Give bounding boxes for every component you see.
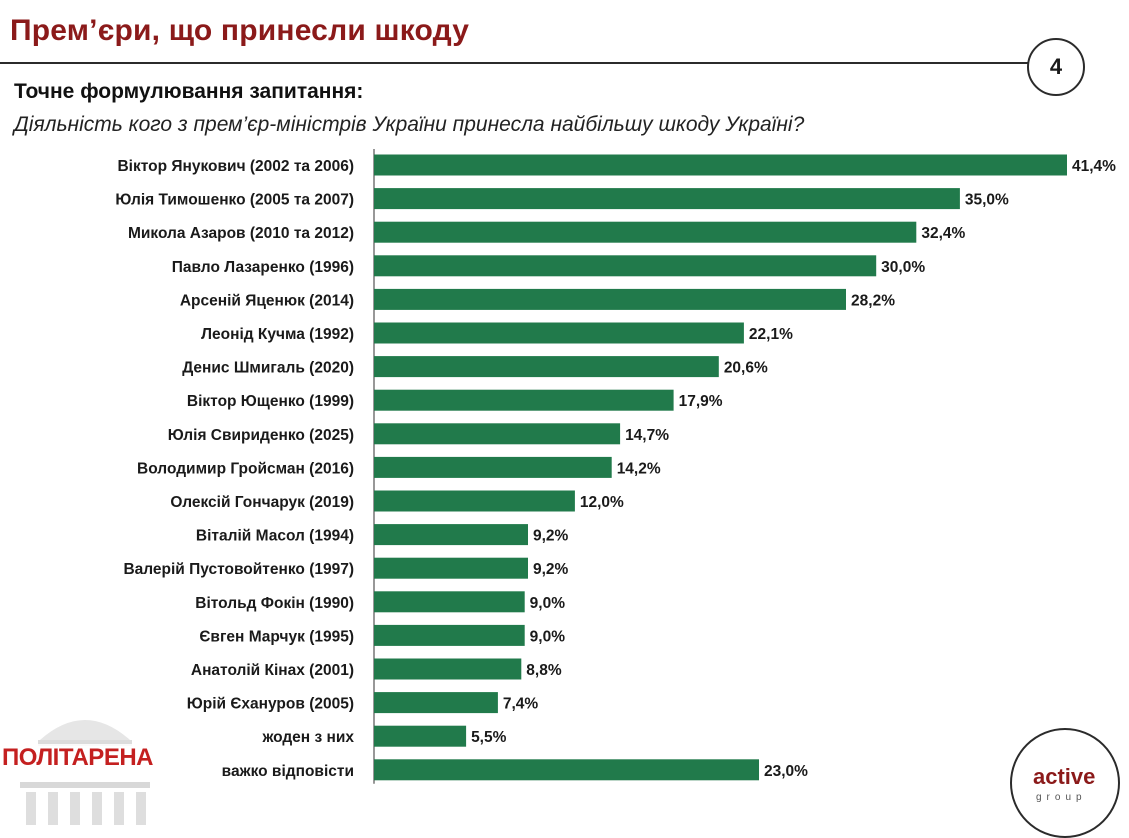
bar — [374, 490, 575, 512]
category-label: Олексій Гончарук (2019) — [170, 494, 354, 511]
category-label: Віталій Масол (1994) — [196, 528, 354, 545]
category-label: жоден з них — [261, 729, 354, 746]
category-label: Павло Лазаренко (1996) — [172, 259, 354, 276]
category-label: Леонід Кучма (1992) — [201, 326, 354, 343]
title-divider — [0, 62, 1030, 64]
value-label: 5,5% — [471, 729, 507, 746]
bar — [374, 524, 528, 546]
question-text: Діяльність кого з прем’єр-міністрів Укра… — [14, 113, 805, 136]
bar — [374, 591, 525, 613]
value-label: 14,7% — [625, 427, 669, 444]
bar — [374, 423, 621, 445]
value-label: 9,0% — [530, 628, 566, 645]
value-label: 30,0% — [881, 259, 925, 276]
bar — [374, 322, 744, 344]
value-label: 20,6% — [724, 360, 768, 377]
value-label: 41,4% — [1072, 158, 1116, 175]
politarena-building-logo — [20, 720, 150, 825]
politarena-logo-text: ПОЛІТАРЕНА — [0, 744, 155, 772]
active-group-logo-sub: group — [1036, 792, 1087, 803]
bar — [374, 356, 719, 378]
bar — [374, 154, 1067, 176]
value-label: 14,2% — [617, 460, 661, 477]
value-label: 17,9% — [679, 393, 723, 410]
bar — [374, 759, 759, 781]
value-label: 9,2% — [533, 528, 569, 545]
category-label: Вітольд Фокін (1990) — [195, 595, 354, 612]
bar — [374, 624, 525, 646]
category-label: Арсеній Яценюк (2014) — [180, 292, 354, 309]
category-label: Юлія Тимошенко (2005 та 2007) — [115, 192, 354, 209]
value-label: 12,0% — [580, 494, 624, 511]
value-label: 9,2% — [533, 561, 569, 578]
value-label: 8,8% — [526, 662, 562, 679]
value-label: 32,4% — [921, 225, 965, 242]
bar — [374, 389, 674, 411]
value-label: 35,0% — [965, 192, 1009, 209]
category-label: Віктор Янукович (2002 та 2006) — [117, 158, 354, 175]
bar — [374, 188, 960, 210]
category-label: важко відповісти — [222, 763, 354, 780]
bar — [374, 456, 612, 478]
category-label: Микола Азаров (2010 та 2012) — [128, 225, 354, 242]
active-group-logo — [1010, 728, 1120, 838]
question-heading: Точне формулювання запитання: — [14, 80, 364, 103]
category-label: Володимир Гройсман (2016) — [137, 460, 354, 477]
category-label: Юрій Єхануров (2005) — [187, 696, 354, 713]
category-label: Анатолій Кінах (2001) — [191, 662, 354, 679]
value-label: 28,2% — [851, 292, 895, 309]
bar — [374, 221, 917, 243]
category-label: Юлія Свириденко (2025) — [168, 427, 354, 444]
category-label: Денис Шмигаль (2020) — [182, 360, 354, 377]
bar — [374, 658, 522, 680]
bar — [374, 288, 846, 310]
value-label: 23,0% — [764, 763, 808, 780]
active-group-logo-word: active — [1033, 764, 1096, 789]
value-label: 9,0% — [530, 595, 566, 612]
value-label: 7,4% — [503, 696, 539, 713]
category-label: Євген Марчук (1995) — [199, 628, 354, 645]
category-label: Валерій Пустовойтенко (1997) — [123, 561, 354, 578]
page-number-badge: 4 — [1027, 38, 1085, 96]
bar — [374, 255, 877, 277]
bar — [374, 725, 467, 747]
category-label: Віктор Ющенко (1999) — [187, 393, 354, 410]
value-label: 22,1% — [749, 326, 793, 343]
slide-title: Прем’єри, що принесли шкоду — [10, 14, 470, 47]
bar — [374, 692, 498, 714]
bar — [374, 557, 528, 579]
